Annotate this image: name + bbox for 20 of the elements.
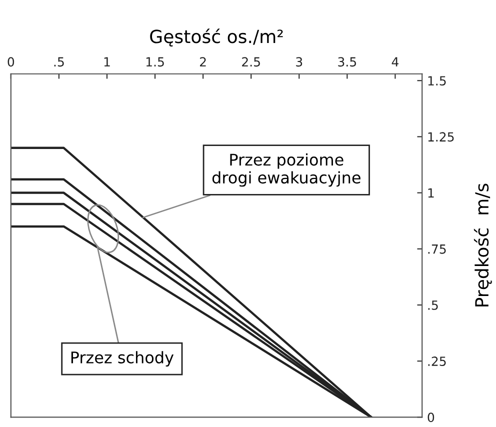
y-axis-title: Prędkość m/s (474, 184, 492, 306)
x-tick-label: .5 (54, 57, 64, 67)
y-tick-label: .75 (428, 244, 446, 254)
x-tick-label: 4 (392, 57, 398, 66)
y-tick-label: 1 (428, 188, 434, 198)
x-tick-label: 3 (296, 57, 302, 67)
annotation: Przez schody (71, 351, 174, 367)
y-tick-label: 0 (428, 412, 434, 422)
x-tick-label: 0 (8, 57, 14, 67)
x-axis-title: Gęstość os./m² (150, 28, 283, 47)
x-tick-label: 2.5 (242, 57, 260, 67)
y-tick-label: 1.25 (428, 132, 454, 142)
x-tick-label: 3.5 (338, 57, 356, 67)
y-tick-label: 1.5 (428, 76, 446, 86)
x-tick-label: 2 (200, 57, 206, 66)
y-tick-label: .5 (428, 300, 438, 310)
y-tick-label: .25 (428, 356, 446, 366)
x-tick-label: 1.5 (146, 57, 164, 67)
x-tick-label: 1 (104, 57, 110, 66)
annotation: Przez poziome drogi ewakuacyjne (212, 153, 360, 187)
